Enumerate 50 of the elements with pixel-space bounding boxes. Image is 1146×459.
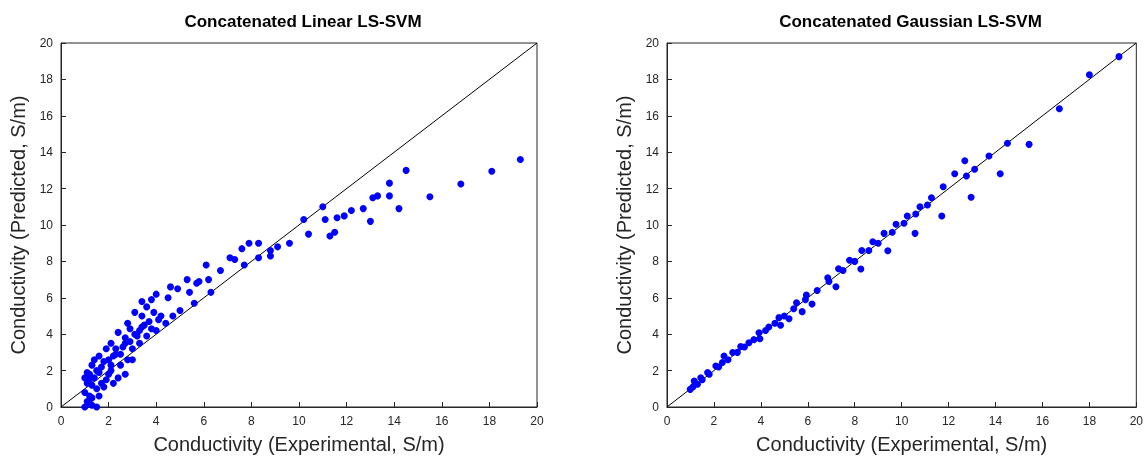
x-tick-label: 0 <box>663 414 671 428</box>
x-tick-label: 8 <box>851 414 859 428</box>
x-tick-label: 8 <box>248 414 256 428</box>
x-tick-label: 18 <box>1082 414 1097 428</box>
y-tick-label: 8 <box>652 254 660 269</box>
y-tick-label: 2 <box>652 363 660 378</box>
y-tick-label: 4 <box>46 327 54 342</box>
x-tick-label: 10 <box>292 414 306 428</box>
y-tick-label: 6 <box>652 290 660 305</box>
chart-title: Concatenated Linear LS-SVM <box>184 12 422 31</box>
y-tick-label: 2 <box>46 363 54 378</box>
x-axis-title: Conductivity (Experimental, S/m) <box>756 433 1048 455</box>
y-tick-label: 4 <box>652 327 660 342</box>
y-tick-label: 10 <box>39 218 54 232</box>
x-tick-label: 2 <box>710 414 718 428</box>
y-tick-label: 16 <box>39 108 54 123</box>
y-tick-label: 0 <box>46 400 54 414</box>
y-axis-title: Conductivity (Predicted, S/m) <box>7 95 29 355</box>
x-tick-label: 12 <box>941 414 956 428</box>
y-tick-label: 12 <box>39 181 54 196</box>
y-tick-label: 0 <box>652 400 660 414</box>
chart-title: Concatenated Gaussian LS-SVM <box>779 12 1042 31</box>
y-tick-label: 20 <box>39 36 54 50</box>
x-tick-label: 20 <box>530 414 544 428</box>
x-tick-label: 16 <box>1035 414 1050 428</box>
y-tick-label: 20 <box>645 36 660 50</box>
y-tick-label: 12 <box>645 181 660 196</box>
y-tick-label: 8 <box>46 254 54 269</box>
x-tick-label: 12 <box>339 414 354 428</box>
x-tick-label: 14 <box>387 414 402 428</box>
y-tick-label: 14 <box>645 145 660 160</box>
x-axis-title: Conductivity (Experimental, S/m) <box>153 433 445 455</box>
y-tick-label: 14 <box>39 145 54 160</box>
x-tick-label: 4 <box>757 414 765 428</box>
y-tick-label: 18 <box>645 72 660 87</box>
x-tick-label: 10 <box>894 414 909 428</box>
x-tick-label: 16 <box>435 414 449 428</box>
x-tick-label: 6 <box>804 414 812 428</box>
x-tick-label: 2 <box>105 414 113 428</box>
y-tick-label: 16 <box>645 108 660 123</box>
y-axis-title: Conductivity (Predicted, S/m) <box>613 95 635 355</box>
x-tick-label: 20 <box>1129 414 1144 428</box>
x-tick-label: 0 <box>57 414 65 428</box>
y-tick-label: 10 <box>645 218 660 232</box>
y-tick-label: 18 <box>39 72 54 87</box>
x-tick-label: 4 <box>152 414 160 428</box>
x-tick-label: 6 <box>200 414 208 428</box>
x-tick-label: 14 <box>988 414 1003 428</box>
x-tick-label: 18 <box>482 414 497 428</box>
y-tick-label: 6 <box>46 290 54 305</box>
